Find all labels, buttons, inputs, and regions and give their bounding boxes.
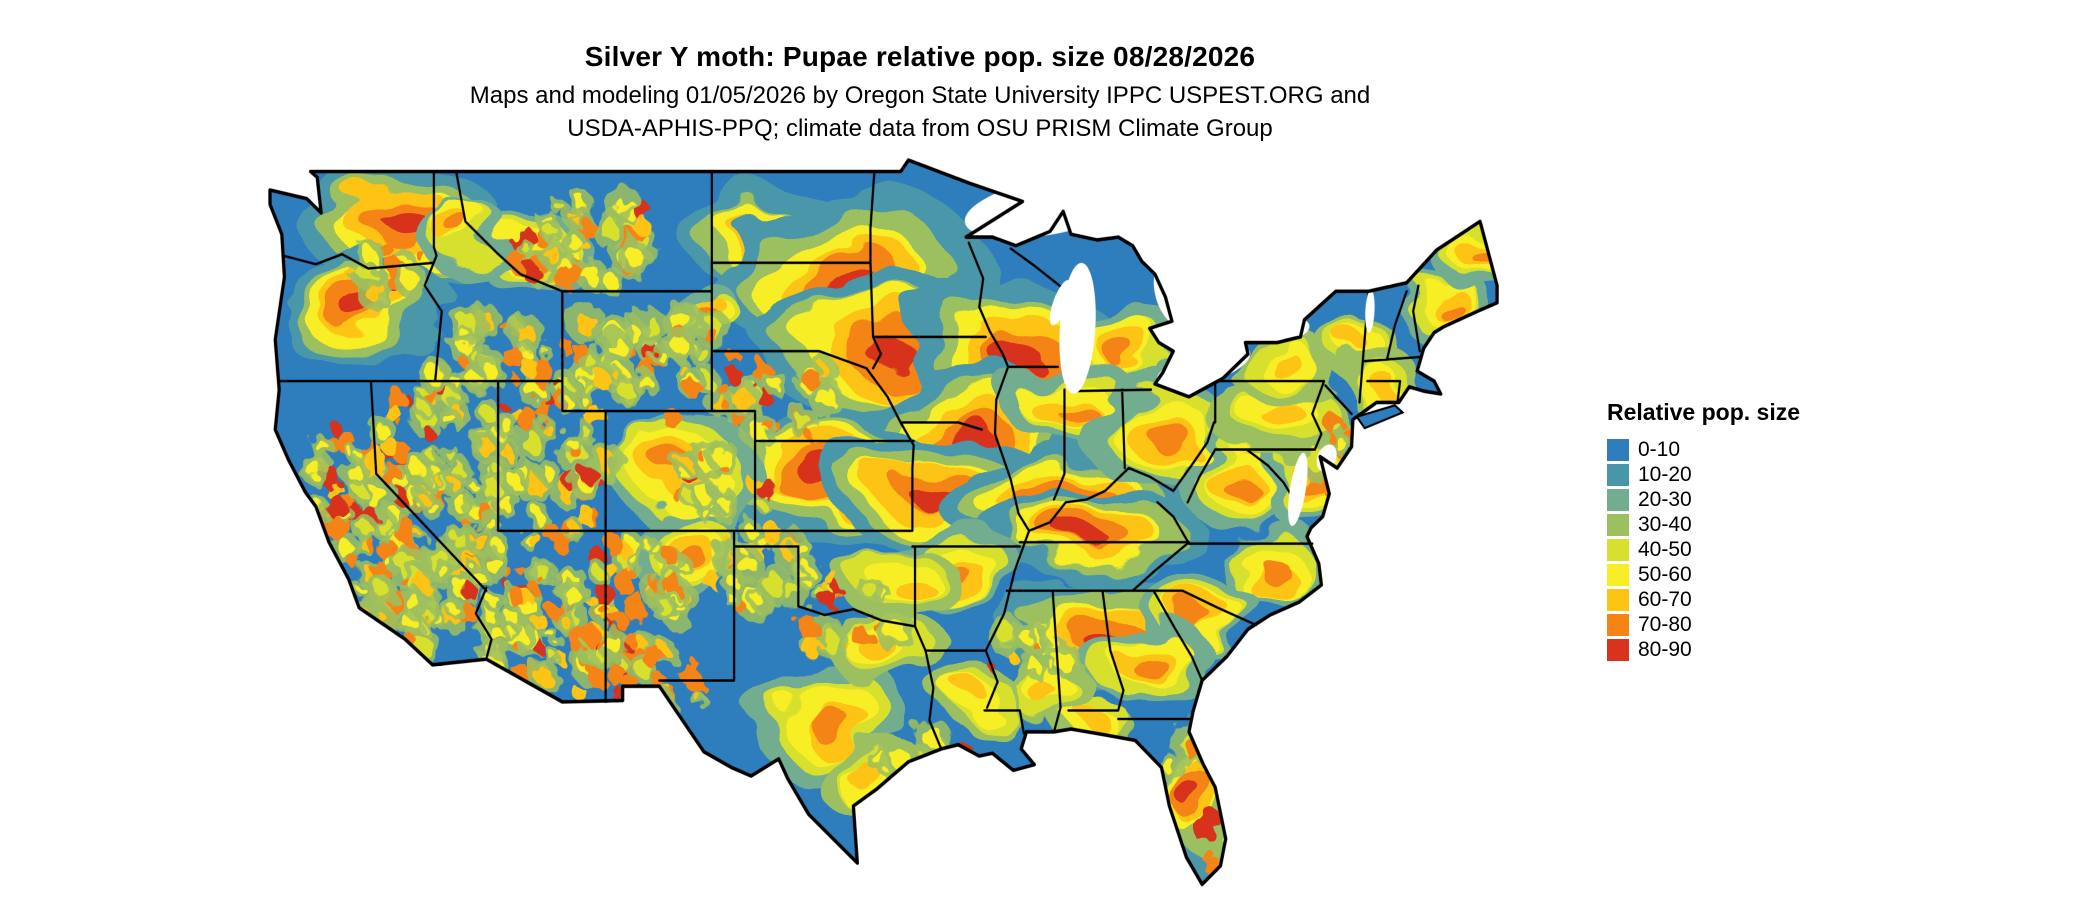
legend-label: 20-30 bbox=[1638, 488, 1692, 511]
legend-swatch bbox=[1607, 513, 1629, 536]
legend-label: 0-10 bbox=[1638, 438, 1681, 461]
legend-swatch bbox=[1607, 563, 1629, 586]
lake-ontario bbox=[1241, 315, 1310, 344]
long-island bbox=[1355, 404, 1405, 430]
us-map bbox=[268, 158, 1499, 887]
legend-item: 70-80 bbox=[1607, 612, 1800, 637]
legend-label: 40-50 bbox=[1638, 538, 1692, 561]
legend-swatch bbox=[1607, 538, 1629, 561]
legend-item: 30-40 bbox=[1607, 512, 1800, 537]
legend-swatch bbox=[1607, 463, 1629, 486]
legend-item: 40-50 bbox=[1607, 537, 1800, 562]
legend-label: 70-80 bbox=[1638, 613, 1692, 636]
state-borders bbox=[278, 170, 1423, 751]
lake-champlain bbox=[1365, 289, 1375, 333]
legend-swatch bbox=[1607, 638, 1629, 661]
subtitle-line-1: Maps and modeling 01/05/2026 by Oregon S… bbox=[469, 82, 1371, 109]
hotspot-bands bbox=[273, 166, 1498, 880]
lake-superior bbox=[964, 173, 1138, 239]
green-bay bbox=[1049, 280, 1072, 326]
chesapeake-bay bbox=[1288, 452, 1308, 526]
legend-label: 10-20 bbox=[1638, 463, 1692, 486]
legend-item: 10-20 bbox=[1607, 462, 1800, 487]
legend-swatch bbox=[1607, 438, 1629, 461]
legend: Relative pop. size 0-10 10-20 20-30 30-4… bbox=[1607, 399, 1800, 662]
legend-title: Relative pop. size bbox=[1607, 399, 1801, 425]
page-title: Silver Y moth: Pupae relative pop. size … bbox=[584, 40, 1256, 72]
legend-label: 80-90 bbox=[1638, 638, 1692, 661]
legend-item: 0-10 bbox=[1607, 437, 1800, 462]
legend-swatch bbox=[1607, 588, 1629, 611]
legend-item: 60-70 bbox=[1607, 587, 1800, 612]
legend-item: 50-60 bbox=[1607, 562, 1800, 587]
legend-item: 20-30 bbox=[1607, 487, 1800, 512]
subtitle-line-2: USDA-APHIS-PPQ; climate data from OSU PR… bbox=[567, 115, 1273, 142]
legend-label: 30-40 bbox=[1638, 513, 1692, 536]
legend-label: 60-70 bbox=[1638, 588, 1692, 611]
map-page: Silver Y moth: Pupae relative pop. size … bbox=[268, 40, 1801, 887]
lake-erie bbox=[1156, 344, 1251, 389]
legend-item: 80-90 bbox=[1607, 637, 1800, 662]
legend-swatch bbox=[1607, 488, 1629, 511]
legend-swatch bbox=[1607, 613, 1629, 636]
legend-label: 50-60 bbox=[1638, 563, 1692, 586]
great-lakes bbox=[964, 173, 1375, 526]
